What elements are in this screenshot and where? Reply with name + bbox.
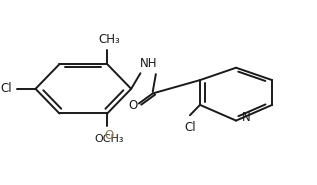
Text: Cl: Cl <box>184 121 196 134</box>
Text: OCH₃: OCH₃ <box>94 134 124 144</box>
Text: NH: NH <box>139 58 157 70</box>
Text: Cl: Cl <box>0 82 12 95</box>
Text: O: O <box>128 99 137 112</box>
Text: O: O <box>104 129 113 142</box>
Text: N: N <box>242 111 250 124</box>
Text: CH₃: CH₃ <box>98 33 120 46</box>
